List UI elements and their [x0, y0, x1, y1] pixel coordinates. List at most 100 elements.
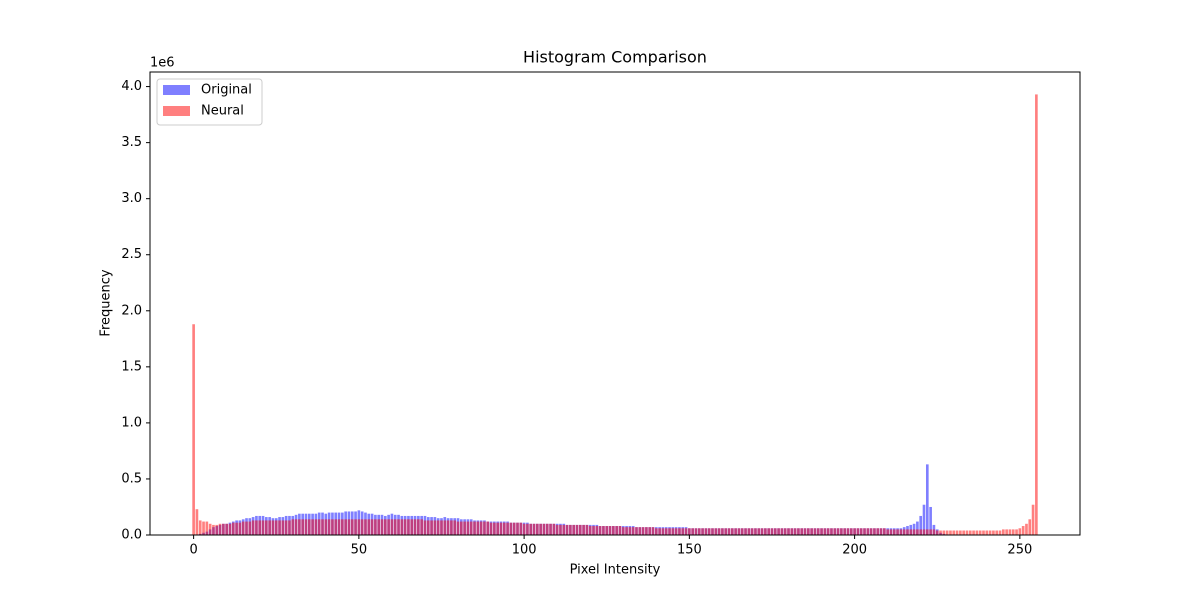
bar: [631, 527, 635, 535]
bar: [519, 522, 523, 535]
bar: [493, 522, 496, 535]
bar: [357, 519, 361, 535]
bar: [833, 528, 837, 535]
bar: [598, 526, 602, 535]
bar: [542, 523, 546, 535]
bar: [697, 528, 701, 535]
bar: [443, 520, 447, 535]
bar: [740, 528, 744, 535]
bar: [555, 524, 559, 535]
bar: [258, 520, 262, 535]
bar: [764, 528, 767, 535]
bar: [873, 528, 876, 535]
bar: [499, 522, 503, 535]
bar: [334, 519, 338, 535]
bar: [773, 528, 777, 535]
bar: [876, 528, 880, 535]
bar: [813, 528, 817, 535]
bar: [807, 528, 810, 535]
bar: [608, 526, 612, 535]
bar: [896, 529, 899, 535]
bar: [420, 519, 423, 535]
bar: [747, 528, 751, 535]
bar: [321, 519, 324, 535]
legend-label: Original: [201, 83, 252, 98]
bar: [502, 522, 506, 535]
bar: [582, 524, 585, 535]
bar: [294, 519, 298, 535]
bar: [370, 519, 374, 535]
bar: [886, 529, 889, 535]
bar: [932, 529, 936, 535]
bar: [621, 527, 625, 535]
bar: [466, 521, 470, 535]
bar: [810, 528, 813, 535]
bar: [1025, 523, 1028, 535]
bar: [317, 519, 321, 535]
bar: [205, 521, 209, 535]
y-tick-label: 4.0: [121, 79, 142, 94]
bar: [919, 515, 923, 535]
x-tick-label: 250: [1007, 543, 1032, 558]
bar: [925, 464, 929, 535]
bar: [995, 530, 999, 535]
chart-title: Histogram Comparison: [523, 48, 707, 67]
bar: [800, 528, 804, 535]
bar: [592, 526, 595, 535]
bar: [202, 521, 205, 535]
bar: [245, 521, 248, 535]
bar: [380, 519, 384, 535]
bar: [605, 526, 609, 535]
bar: [327, 519, 331, 535]
bar: [218, 523, 222, 535]
bar: [291, 519, 295, 535]
bar: [757, 528, 761, 535]
bar: [440, 520, 443, 535]
bar: [731, 528, 734, 535]
bar: [863, 528, 866, 535]
bar: [532, 523, 536, 535]
x-tick-label: 150: [677, 543, 702, 558]
bar: [843, 528, 847, 535]
bar: [724, 528, 728, 535]
bar: [955, 530, 959, 535]
bar: [486, 521, 490, 535]
bar: [972, 530, 975, 535]
bar: [595, 526, 599, 535]
x-tick-label: 100: [512, 543, 537, 558]
bar: [569, 524, 572, 535]
bar: [628, 527, 632, 535]
bar: [271, 520, 275, 535]
bar: [1031, 504, 1035, 535]
legend-label: Neural: [201, 104, 244, 119]
bar: [1011, 529, 1015, 535]
bar: [284, 520, 288, 535]
bar: [238, 522, 242, 535]
bar: [304, 519, 308, 535]
bar: [830, 528, 833, 535]
bar: [661, 528, 665, 535]
bar: [826, 528, 830, 535]
bar: [783, 528, 787, 535]
bar: [198, 520, 202, 535]
bar: [770, 528, 774, 535]
bar: [377, 519, 381, 535]
bar: [988, 530, 992, 535]
bar: [684, 528, 688, 535]
bar: [331, 519, 334, 535]
bar: [288, 520, 291, 535]
bar: [1008, 529, 1012, 535]
bar: [982, 530, 985, 535]
bar: [251, 520, 255, 535]
bar: [526, 523, 529, 535]
bar: [658, 528, 661, 535]
bar: [225, 523, 228, 535]
bar: [410, 519, 414, 535]
bar: [790, 528, 794, 535]
bar: [856, 528, 860, 535]
bar: [668, 528, 671, 535]
x-tick-label: 0: [189, 543, 197, 558]
bar: [463, 521, 466, 535]
bar: [390, 519, 394, 535]
bar: [426, 520, 430, 535]
